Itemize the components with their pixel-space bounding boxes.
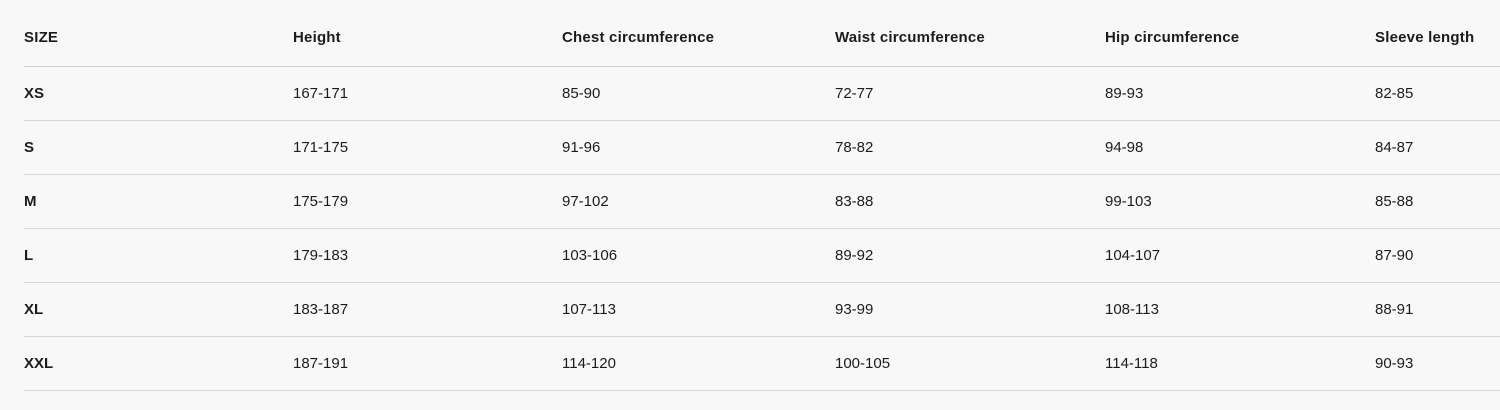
table-row-m: M 175-179 97-102 83-88 99-103 85-88	[24, 174, 1500, 229]
size-label: XXL	[24, 336, 293, 391]
column-header-chest-circumference: Chest circumference	[562, 0, 835, 67]
measurement-cell: 82-85	[1375, 66, 1500, 121]
table-row-xl: XL 183-187 107-113 93-99 108-113 88-91	[24, 282, 1500, 337]
measurement-cell: 99-103	[1105, 174, 1375, 229]
column-header-height: Height	[293, 0, 562, 67]
measurement-cell: 72-77	[835, 66, 1105, 121]
measurement-cell: 84-87	[1375, 120, 1500, 175]
measurement-cell: 183-187	[293, 282, 562, 337]
measurement-cell: 90-93	[1375, 336, 1500, 391]
size-label: XL	[24, 282, 293, 337]
column-header-sleeve-length: Sleeve length	[1375, 0, 1500, 67]
size-chart-header-row: SIZE Height Chest circumference Waist circu…	[24, 0, 1500, 67]
table-row-s: S 171-175 91-96 78-82 94-98 84-87	[24, 120, 1500, 175]
measurement-cell: 85-88	[1375, 174, 1500, 229]
measurement-cell: 89-93	[1105, 66, 1375, 121]
column-header-hip-circumference: Hip circumference	[1105, 0, 1375, 67]
measurement-cell: 83-88	[835, 174, 1105, 229]
measurement-cell: 91-96	[562, 120, 835, 175]
size-chart-body: XS 167-171 85-90 72-77 89-93 82-85 S 171-175 91-…	[24, 66, 1500, 391]
measurement-cell: 175-179	[293, 174, 562, 229]
measurement-cell: 171-175	[293, 120, 562, 175]
measurement-cell: 104-107	[1105, 228, 1375, 283]
measurement-cell: 179-183	[293, 228, 562, 283]
measurement-cell: 85-90	[562, 66, 835, 121]
measurement-cell: 108-113	[1105, 282, 1375, 337]
size-chart-table: SIZE Height Chest circumference Waist circu…	[24, 0, 1500, 391]
measurement-cell: 187-191	[293, 336, 562, 391]
measurement-cell: 94-98	[1105, 120, 1375, 175]
measurement-cell: 103-106	[562, 228, 835, 283]
measurement-cell: 114-118	[1105, 336, 1375, 391]
size-label: L	[24, 228, 293, 283]
column-header-size: SIZE	[24, 0, 293, 67]
measurement-cell: 167-171	[293, 66, 562, 121]
size-label: XS	[24, 66, 293, 121]
measurement-cell: 97-102	[562, 174, 835, 229]
size-chart-section: SIZE Height Chest circumference Waist circu…	[24, 0, 1500, 391]
measurement-cell: 87-90	[1375, 228, 1500, 283]
table-row-xxl: XXL 187-191 114-120 100-105 114-118 90-93	[24, 336, 1500, 391]
measurement-cell: 78-82	[835, 120, 1105, 175]
measurement-cell: 100-105	[835, 336, 1105, 391]
measurement-cell: 88-91	[1375, 282, 1500, 337]
measurement-cell: 114-120	[562, 336, 835, 391]
table-row-l: L 179-183 103-106 89-92 104-107 87-90	[24, 228, 1500, 283]
size-label: S	[24, 120, 293, 175]
table-row-xs: XS 167-171 85-90 72-77 89-93 82-85	[24, 66, 1500, 121]
column-header-waist-circumference: Waist circumference	[835, 0, 1105, 67]
size-label: M	[24, 174, 293, 229]
measurement-cell: 89-92	[835, 228, 1105, 283]
measurement-cell: 107-113	[562, 282, 835, 337]
measurement-cell: 93-99	[835, 282, 1105, 337]
